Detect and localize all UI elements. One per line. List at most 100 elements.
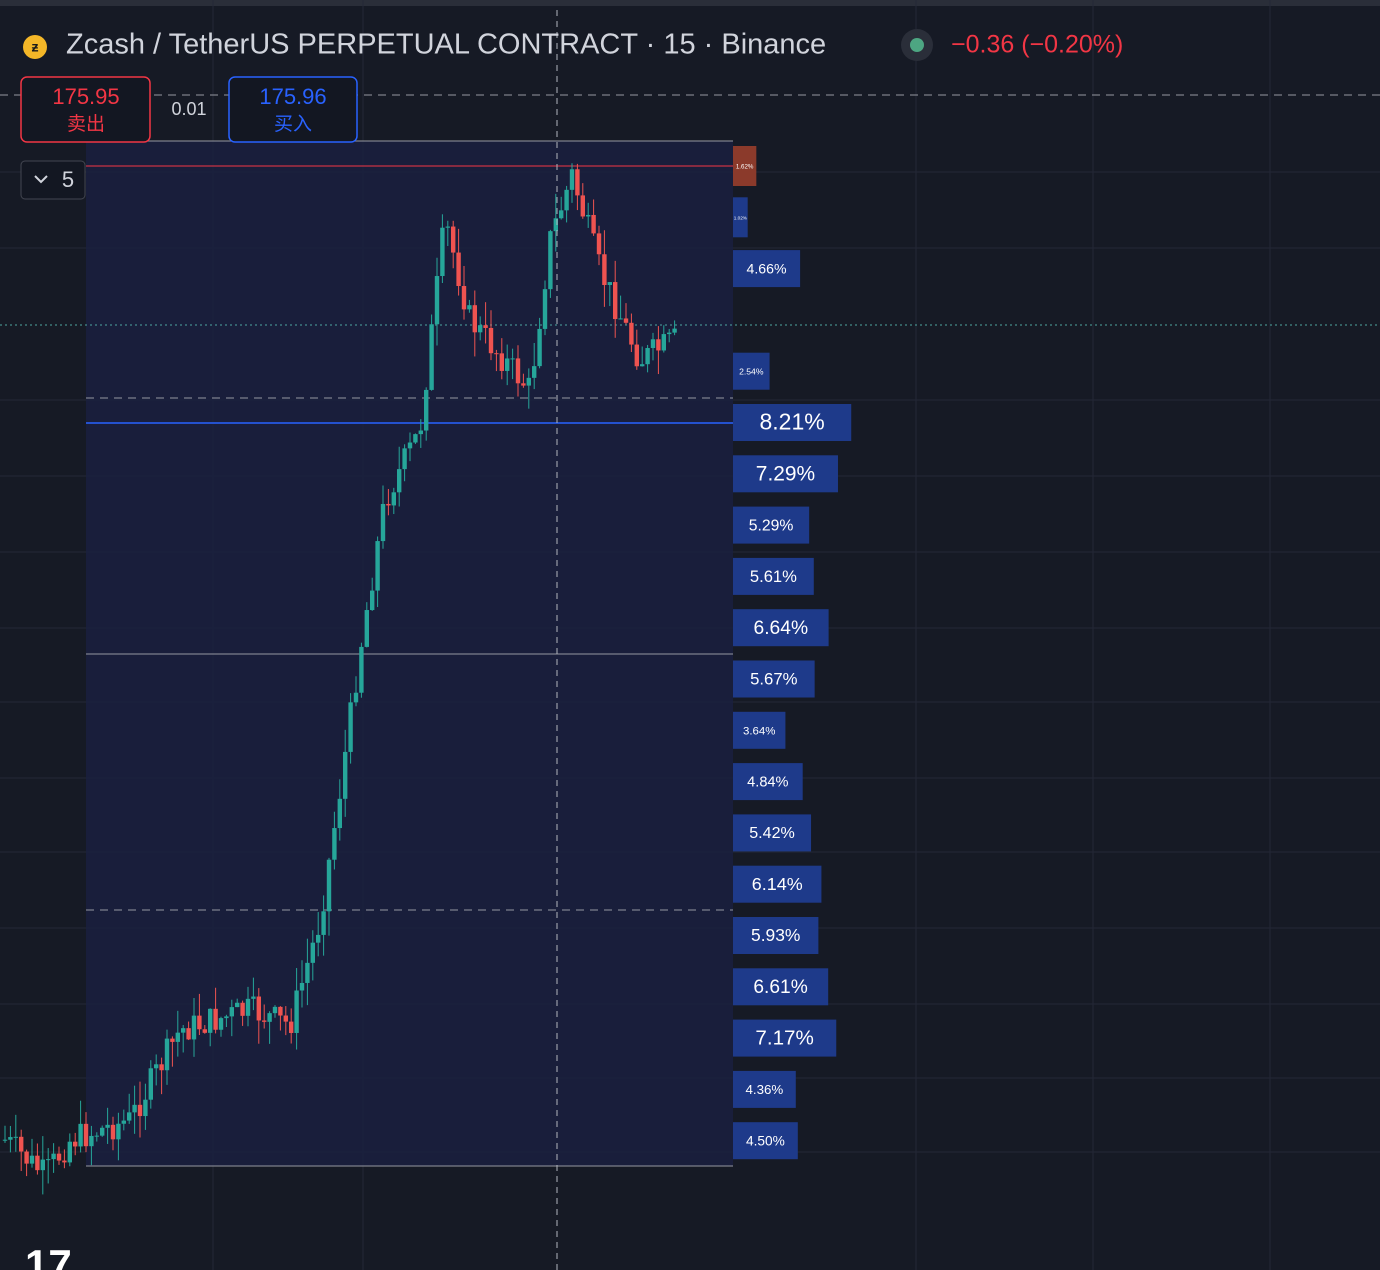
profile-bar [733,352,770,390]
profile-bar [733,1122,798,1160]
candle-body [380,503,386,542]
profile-bar [733,506,810,544]
candle-body [407,442,413,449]
candle-body [564,189,569,211]
buy-button[interactable] [228,76,358,143]
candle-body [316,934,321,943]
candle-body [229,1007,234,1017]
candle-body [19,1136,24,1152]
candle-body [553,218,558,232]
candle-body [359,646,364,693]
profile-label: 5.42% [749,824,795,842]
candle-body [337,798,342,829]
candle-body [370,590,375,611]
profile-label: 5.61% [750,567,797,586]
candle-body [299,982,305,991]
candle-body [83,1123,89,1147]
candle-body [445,226,450,228]
candle-body [181,1028,186,1033]
profile-label: 5.29% [749,517,794,534]
candle-body [56,1153,62,1161]
candle-body [656,339,661,351]
candle-body [532,366,537,378]
candle-body [213,1008,218,1030]
buy-price[interactable]: 175.96 [259,84,326,109]
profile-bar [733,763,803,801]
profile-label: 1.62% [736,164,754,171]
candle-body [375,541,380,591]
candle-body [143,1099,148,1117]
coin-icon [23,35,47,59]
interval-button[interactable] [20,160,86,200]
profile-label: 5.67% [750,669,798,688]
profile-label: 1.02% [734,216,747,221]
profile-bar [733,711,786,749]
candle-body [321,911,326,935]
candle-body [24,1151,29,1164]
interval-value[interactable]: 5 [62,167,74,192]
candle-body [251,996,256,999]
candle-body [2,1139,8,1141]
candle-body [353,692,359,703]
candle-body [110,1124,116,1140]
candle-body [267,1013,272,1022]
sell-button[interactable] [20,76,151,143]
volume-profile: 1.62% 1.02% 4.66% 2.54% 8.21% 7.29% 5.29% 5.61%… [733,146,852,1160]
sell-label[interactable]: 卖出 [67,113,105,135]
candle-body [586,214,591,217]
candle-body [672,328,677,333]
candle-body [278,1006,283,1016]
profile-label: 8.21% [760,409,825,435]
candle-body [391,492,396,506]
candle-body [542,289,548,329]
candle-body [208,1008,213,1033]
chevron[interactable] [34,175,48,184]
candle-body [148,1068,153,1100]
candle-body [73,1141,78,1147]
profile-bar [733,968,829,1006]
candle-body [402,448,407,470]
profile-bar [733,1070,796,1108]
candle-body [521,383,526,386]
buy-label[interactable]: 买入 [274,114,312,135]
status-dot [910,38,924,52]
candle-body [526,377,531,386]
candle-body [235,1002,240,1008]
candle-body [429,324,434,390]
candle-body [51,1153,56,1160]
candle-body [164,1038,170,1071]
candle-body [434,276,440,325]
profile-label: 4.84% [747,774,788,790]
candle-body [46,1159,51,1161]
candle-body [62,1160,67,1163]
candle-body [559,210,564,219]
candle-body [440,227,445,277]
candle-body [132,1104,137,1113]
candle-body [488,327,494,354]
candle-body [121,1120,126,1124]
logo: 17 [25,1241,72,1270]
profile-label: 4.36% [745,1082,783,1097]
candle-body [650,339,656,349]
candle-body [272,1006,278,1014]
candle-body [197,1015,202,1030]
candle-body [283,1015,288,1022]
candle-body [499,353,504,371]
candle-body [613,282,618,320]
candle-body [202,1029,207,1033]
candle-body [623,318,629,323]
candle-body [494,353,499,355]
profile-bar [733,814,812,852]
candle-body [461,286,467,310]
sell-price[interactable]: 175.95 [52,84,119,109]
candle-body [483,325,488,328]
candle-body [159,1064,164,1071]
candle-body [640,364,645,367]
candle-body [89,1135,94,1147]
candle-body [478,325,483,333]
candle-body [505,358,510,371]
candle-body [224,1016,229,1019]
profile-label: 6.14% [752,874,803,894]
candle-body [191,1015,197,1040]
